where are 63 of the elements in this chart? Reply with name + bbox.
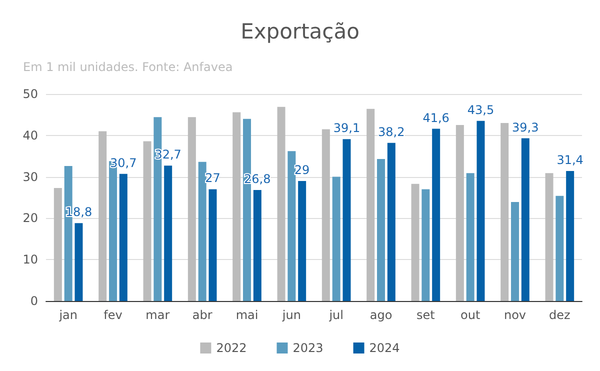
x-tick-label: fev (104, 308, 122, 322)
bar (432, 128, 440, 301)
data-label: 41,6 (422, 110, 450, 125)
y-tick-label: 40 (22, 128, 38, 142)
legend-label: 2024 (369, 341, 400, 355)
y-tick-label: 20 (22, 211, 38, 226)
bar (54, 188, 62, 301)
bar (164, 166, 172, 301)
chart-subtitle: Em 1 mil unidades. Fonte: Anfavea (23, 60, 233, 74)
bar (188, 117, 196, 301)
bar (208, 189, 217, 301)
y-tick-label: 50 (22, 87, 38, 101)
bar (566, 171, 574, 301)
bar (387, 142, 396, 301)
bar (232, 112, 241, 301)
bar (119, 174, 128, 301)
x-tick-label: out (460, 308, 480, 322)
bar (466, 173, 474, 301)
bar (556, 196, 564, 301)
legend-label: 2022 (216, 341, 247, 355)
data-label: 43,5 (467, 102, 494, 117)
x-tick-label: mar (146, 308, 170, 322)
bar (511, 202, 519, 301)
bar (277, 106, 286, 301)
x-tick-label: jan (58, 308, 78, 322)
bar (476, 120, 485, 301)
y-tick-label: 30 (22, 170, 38, 184)
legend-label: 2023 (292, 341, 324, 355)
x-tick-label: mai (236, 308, 258, 322)
bar (74, 223, 83, 301)
y-tick-label: 10 (22, 252, 38, 267)
bar (332, 176, 340, 301)
data-label: 39,3 (512, 120, 539, 134)
x-tick-label: abr (192, 308, 212, 322)
bar (521, 138, 530, 301)
x-tick-label: dez (549, 308, 570, 322)
data-label: 39,1 (333, 121, 360, 136)
bar (143, 141, 152, 301)
bar (298, 180, 306, 301)
bar (422, 189, 430, 301)
x-tick-label: nov (504, 308, 526, 322)
bar (288, 151, 296, 301)
x-tick-label: jun (281, 308, 301, 322)
data-label: 31,4 (556, 153, 584, 168)
bar (322, 129, 330, 301)
bar (500, 122, 509, 301)
data-label: 30,7 (110, 156, 137, 170)
bar (411, 184, 420, 301)
x-tick-label: ago (370, 308, 392, 322)
bar (366, 108, 375, 301)
bar (342, 139, 351, 301)
x-tick-label: set (416, 308, 436, 322)
bar (253, 190, 262, 301)
y-tick-label: 0 (30, 294, 38, 308)
chart-title: Exportação (240, 20, 360, 44)
bar (456, 125, 464, 301)
bar (377, 159, 385, 301)
data-label: 27 (205, 171, 220, 186)
bar (98, 131, 107, 301)
bar (545, 173, 554, 301)
x-tick-label: jul (328, 308, 344, 322)
bar (198, 162, 206, 301)
data-label: 38,2 (378, 124, 405, 139)
